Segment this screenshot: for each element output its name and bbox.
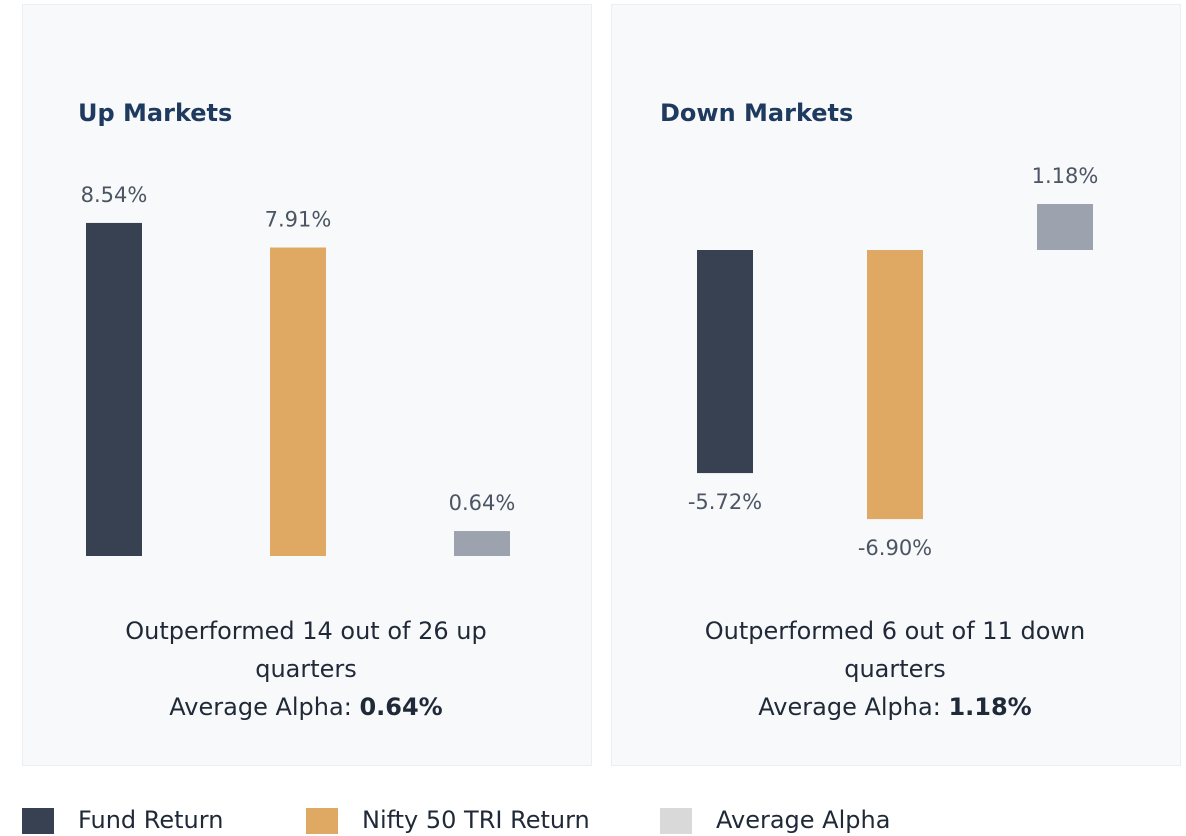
- legend-label: Average Alpha: [716, 806, 890, 834]
- data-label: 1.18%: [1032, 164, 1099, 188]
- chart-title: Up Markets: [78, 99, 232, 127]
- bar: [86, 222, 142, 556]
- alpha-label: Average Alpha:: [169, 693, 352, 721]
- bar: [1037, 203, 1093, 250]
- data-label: 8.54%: [81, 183, 148, 207]
- data-label: 0.64%: [449, 491, 516, 515]
- data-label: -6.90%: [858, 536, 932, 560]
- alpha-value: 0.64%: [359, 693, 443, 721]
- legend-swatch: [660, 808, 692, 834]
- summary: Outperformed 14 out of 26 up quarters Av…: [106, 612, 506, 726]
- bar: [454, 531, 510, 556]
- bar: [697, 250, 753, 474]
- legend-label: Fund Return: [78, 806, 223, 834]
- bar: [270, 247, 326, 556]
- data-label: -5.72%: [688, 490, 762, 514]
- alpha-label: Average Alpha:: [758, 693, 941, 721]
- summary-text: Outperformed 14 out of 26 up quarters: [125, 617, 487, 683]
- legend-swatch: [22, 808, 54, 834]
- chart-title: Down Markets: [660, 99, 853, 127]
- legend-swatch: [306, 808, 338, 834]
- bar: [867, 250, 923, 520]
- legend-label: Nifty 50 TRI Return: [362, 806, 590, 834]
- data-label: 7.91%: [265, 208, 332, 232]
- alpha-value: 1.18%: [948, 693, 1032, 721]
- summary-text: Outperformed 6 out of 11 down quarters: [704, 617, 1086, 683]
- summary: Outperformed 6 out of 11 down quarters A…: [695, 612, 1095, 726]
